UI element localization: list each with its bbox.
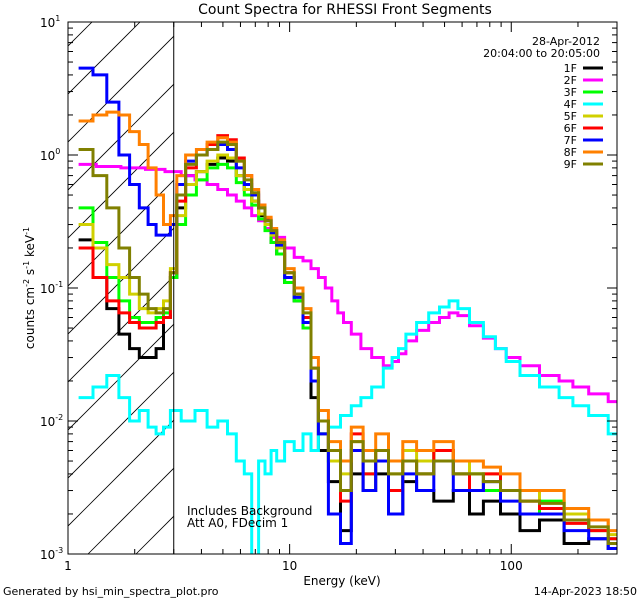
legend-label: 1F [564, 62, 577, 75]
series-2F [78, 162, 617, 404]
legend-label: 4F [564, 98, 577, 111]
y-axis-label: counts cm-2 s-1 keV-1 [22, 227, 37, 349]
hatch-line [68, 179, 174, 287]
x-tick-label: 1 [64, 559, 72, 573]
x-tick-label: 100 [500, 559, 523, 573]
annotation-attenuator: Att A0, FDecim 1 [187, 516, 288, 530]
legend-label: 3F [564, 86, 577, 99]
axis-ticks [67, 21, 618, 555]
y-tick-label: 100 [40, 147, 60, 163]
x-tick-labels: 1 10 100 [64, 559, 523, 573]
hatch-line [68, 83, 174, 191]
excluded-energy-region [68, 22, 174, 554]
x-axis-label: Energy (keV) [303, 574, 380, 588]
chart-title: Count Spectra for RHESSI Front Segments [198, 2, 492, 18]
annotation-background: Includes Background [187, 504, 312, 518]
legend-label: 5F [564, 110, 577, 123]
legend-label: 7F [564, 134, 577, 147]
legend-label: 8F [564, 146, 577, 159]
hatch-line [68, 371, 174, 479]
hatch-line [68, 131, 174, 239]
observation-date: 28-Apr-2012 [532, 35, 600, 48]
y-tick-label: 101 [40, 14, 60, 30]
hatch-line [68, 22, 141, 95]
legend-label: 2F [564, 74, 577, 87]
y-tick-label: 10-1 [40, 280, 63, 296]
series-layer [78, 66, 617, 554]
legend-label: 6F [564, 122, 577, 135]
series-5F [78, 153, 617, 537]
footer-timestamp: 14-Apr-2023 18:50 [534, 585, 637, 598]
series-3F [78, 162, 617, 541]
y-tick-labels: 10-3 10-2 10-1 100 101 [40, 14, 63, 562]
hatch-line [68, 275, 174, 383]
series-9F [78, 140, 617, 545]
footer-generated-by: Generated by hsi_min_spectra_plot.pro [3, 585, 219, 598]
series-4F [78, 299, 617, 554]
hatch-line [68, 227, 174, 335]
series-8F [78, 110, 617, 533]
legend-label: 9F [564, 158, 577, 171]
y-tick-label: 10-2 [40, 413, 63, 429]
time-range: 20:04:00 to 20:05:00 [483, 47, 600, 60]
hatch-line [68, 419, 174, 527]
x-tick-label: 10 [282, 559, 297, 573]
y-tick-label: 10-3 [40, 546, 63, 562]
